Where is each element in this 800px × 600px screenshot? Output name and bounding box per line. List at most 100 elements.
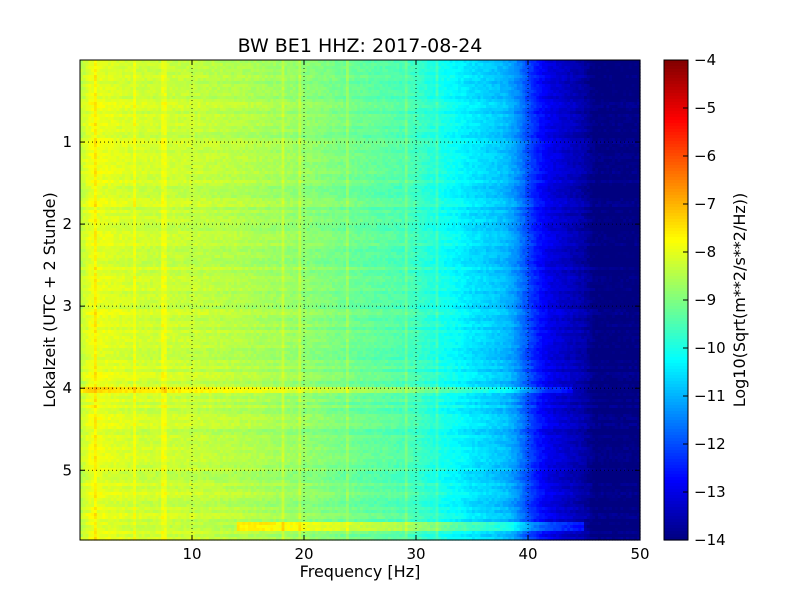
- heatmap-cell: [245, 63, 249, 67]
- heatmap-cell: [290, 78, 294, 82]
- heatmap-cell: [348, 63, 353, 67]
- heatmap-cell: [455, 78, 459, 82]
- heatmap-cell: [539, 81, 543, 85]
- heatmap-cell: [147, 72, 151, 76]
- heatmap-cell: [432, 66, 437, 70]
- heatmap-cell: [368, 72, 372, 76]
- heatmap-cell: [595, 81, 599, 85]
- heatmap-cell: [614, 75, 619, 79]
- heatmap-cell: [620, 81, 624, 85]
- heatmap-cell: [399, 69, 403, 73]
- heatmap-cell: [354, 72, 358, 76]
- heatmap-cell: [82, 75, 87, 79]
- heatmap-cell: [390, 78, 395, 82]
- heatmap-cell: [575, 75, 579, 79]
- heatmap-cell: [273, 81, 277, 85]
- heatmap-cell: [183, 69, 187, 73]
- heatmap-cell: [390, 63, 395, 67]
- heatmap-cell: [136, 63, 140, 67]
- heatmap-cell: [382, 75, 386, 79]
- heatmap-cell: [500, 63, 504, 67]
- heatmap-cell: [312, 66, 316, 70]
- heatmap-cell: [164, 60, 168, 64]
- heatmap-cell: [500, 60, 504, 64]
- heatmap-cell: [208, 81, 213, 85]
- heatmap-cell: [586, 78, 591, 82]
- heatmap-cell: [558, 63, 563, 67]
- heatmap-cell: [472, 60, 476, 64]
- heatmap-cell: [477, 69, 481, 73]
- heatmap-cell: [474, 60, 479, 64]
- heatmap-cell: [200, 78, 204, 82]
- heatmap-cell: [379, 63, 383, 67]
- heatmap-cell: [144, 63, 148, 67]
- heatmap-cell: [323, 78, 327, 82]
- heatmap-cell: [234, 60, 238, 64]
- heatmap-cell: [231, 63, 235, 67]
- heatmap-cell: [550, 63, 554, 67]
- heatmap-cell: [183, 63, 187, 67]
- heatmap-cell: [491, 81, 495, 85]
- heatmap-cell: [290, 63, 294, 67]
- heatmap-cell: [337, 69, 341, 73]
- heatmap-cell: [458, 66, 462, 70]
- heatmap-cell: [502, 66, 507, 70]
- heatmap-cell: [127, 75, 131, 79]
- heatmap-cell: [262, 78, 266, 82]
- heatmap-cell: [334, 81, 339, 85]
- heatmap-cell: [108, 72, 112, 76]
- heatmap-cell: [570, 72, 574, 76]
- heatmap-cell: [634, 81, 638, 85]
- heatmap-cell: [236, 72, 241, 76]
- heatmap-cell: [169, 84, 173, 88]
- heatmap-cell: [248, 60, 252, 64]
- heatmap-cell: [334, 69, 339, 73]
- heatmap-cell: [427, 81, 431, 85]
- heatmap-cell: [166, 66, 171, 70]
- heatmap-cell: [130, 75, 134, 79]
- heatmap-cell: [407, 63, 411, 67]
- heatmap-cell: [561, 63, 565, 67]
- heatmap-cell: [396, 78, 400, 82]
- heatmap-cell: [346, 81, 350, 85]
- heatmap-cell: [424, 66, 428, 70]
- heatmap-cell: [410, 72, 414, 76]
- heatmap-cell: [458, 72, 462, 76]
- heatmap-cell: [94, 60, 98, 64]
- heatmap-cell: [85, 78, 89, 82]
- heatmap-cell: [164, 75, 168, 79]
- heatmap-cell: [407, 72, 411, 76]
- heatmap-cell: [600, 78, 605, 82]
- heatmap-cell: [404, 69, 409, 73]
- heatmap-cell: [256, 60, 260, 64]
- heatmap-cell: [460, 81, 465, 85]
- heatmap-cell: [150, 84, 154, 88]
- heatmap-cell: [483, 69, 487, 73]
- heatmap-cell: [466, 69, 470, 73]
- heatmap-cell: [318, 66, 322, 70]
- heatmap-cell: [161, 75, 165, 79]
- heatmap-cell: [108, 69, 112, 73]
- heatmap-cell: [298, 60, 302, 64]
- heatmap-cell: [138, 63, 143, 67]
- heatmap-cell: [234, 84, 238, 88]
- heatmap-cell: [360, 69, 364, 73]
- heatmap-cell: [222, 60, 227, 64]
- heatmap-cell: [435, 78, 439, 82]
- heatmap-cell: [214, 81, 218, 85]
- heatmap-cell: [256, 69, 260, 73]
- heatmap-cell: [194, 81, 199, 85]
- heatmap-cell: [144, 75, 148, 79]
- heatmap-cell: [301, 69, 305, 73]
- heatmap-cell: [158, 60, 162, 64]
- heatmap-cell: [166, 84, 171, 88]
- heatmap-cell: [144, 84, 148, 88]
- heatmap-cell: [547, 66, 551, 70]
- heatmap-cell: [144, 81, 148, 85]
- heatmap-cell: [304, 72, 308, 76]
- heatmap-cell: [99, 81, 103, 85]
- heatmap-cell: [505, 72, 509, 76]
- heatmap-cell: [371, 72, 375, 76]
- heatmap-cell: [155, 60, 159, 64]
- heatmap-cell: [110, 66, 115, 70]
